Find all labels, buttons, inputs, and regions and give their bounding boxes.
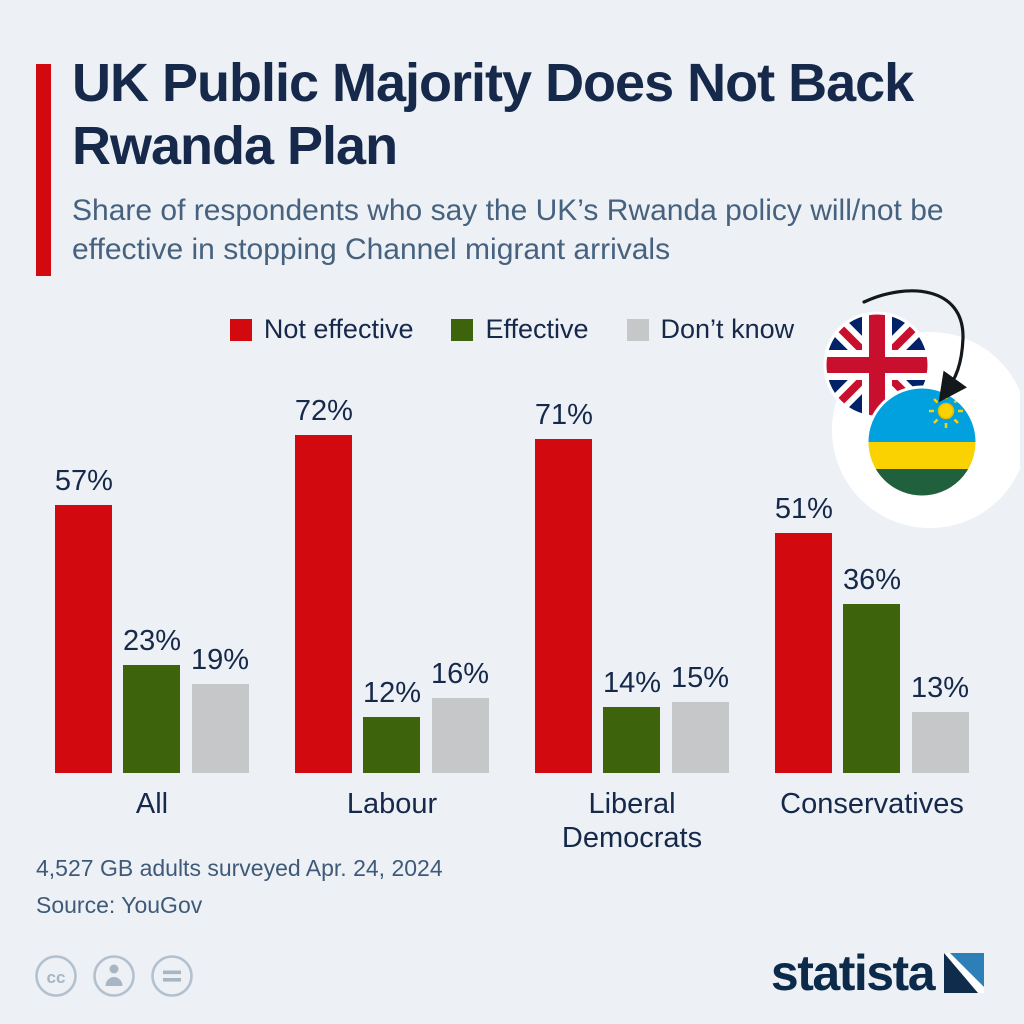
legend-label: Don’t know	[660, 314, 795, 344]
bar	[295, 435, 353, 773]
bar	[431, 698, 489, 773]
bar-cluster: 51% 36% 13%	[775, 395, 969, 773]
bar	[55, 505, 113, 773]
bar-value-label: 36%	[842, 564, 902, 596]
bar-value-label: 19%	[191, 644, 250, 676]
footer: 4,527 GB adults surveyed Apr. 24, 2024 S…	[36, 850, 443, 924]
survey-note: 4,527 GB adults surveyed Apr. 24, 2024	[36, 855, 443, 881]
bar-cluster: 71% 14% 15%	[535, 395, 729, 773]
category-label: Liberal Democrats	[561, 788, 703, 855]
bar-wrap: 12%	[363, 677, 421, 773]
license-icons: cc	[34, 954, 194, 998]
source-note: Source: YouGov	[36, 891, 203, 918]
bar-wrap: 57%	[55, 465, 113, 773]
bar-value-label: 23%	[122, 625, 182, 657]
svg-text:cc: cc	[47, 968, 66, 987]
header: UK Public Majority Does Not Back Rwanda …	[72, 52, 982, 269]
bar-wrap: 14%	[603, 667, 661, 773]
bar-value-label: 14%	[602, 667, 662, 699]
bar-value-label: 72%	[294, 395, 353, 427]
bar-wrap: 16%	[431, 658, 489, 773]
bar-value-label: 16%	[431, 658, 490, 690]
bar-value-label: 51%	[774, 493, 833, 525]
statista-wordmark: statista	[770, 945, 936, 1001]
bar-wrap: 71%	[535, 399, 593, 773]
bar-group: 51% 36% 13% Conservatives	[766, 395, 978, 865]
bar-wrap: 36%	[843, 564, 901, 773]
title-accent-bar	[36, 64, 51, 276]
bar-chart: 57% 23% 19% All 72% 12% 16% Labour 71% 14% 15% Libe…	[0, 395, 1024, 865]
bar-wrap: 19%	[191, 644, 249, 773]
bar	[191, 684, 249, 773]
bar	[535, 439, 593, 773]
legend-label: Effective	[485, 314, 589, 344]
legend-item: Not effective	[229, 314, 414, 345]
bar	[363, 717, 421, 773]
chart-legend: Not effective Effective Don’t know	[0, 314, 1024, 345]
bar-value-label: 12%	[362, 677, 422, 709]
bar-wrap: 72%	[295, 395, 353, 773]
legend-item: Don’t know	[626, 314, 795, 345]
bar-value-label: 57%	[54, 465, 113, 497]
page-title: UK Public Majority Does Not Back Rwanda …	[72, 53, 914, 176]
bar	[603, 707, 661, 773]
bar-cluster: 57% 23% 19%	[55, 395, 249, 773]
legend-swatch	[626, 318, 649, 341]
bar	[843, 604, 901, 773]
legend-label: Not effective	[263, 314, 414, 344]
page-subtitle: Share of respondents who say the UK’s Rw…	[72, 194, 944, 267]
legend-swatch	[451, 318, 474, 341]
legend-item: Effective	[451, 314, 589, 345]
bar-wrap: 15%	[671, 662, 729, 773]
bar	[671, 702, 729, 773]
bar-group: 71% 14% 15% Liberal Democrats	[526, 395, 738, 865]
bar	[775, 533, 833, 773]
statista-logo-mark	[944, 953, 984, 993]
category-label: All	[135, 788, 169, 820]
bar-group: 57% 23% 19% All	[46, 395, 258, 865]
bar-value-label: 13%	[911, 672, 970, 704]
attribution-person-icon	[93, 955, 135, 997]
equals-icon	[151, 955, 193, 997]
legend-swatch	[229, 318, 252, 341]
bar-wrap: 51%	[775, 493, 833, 773]
bar-value-label: 71%	[534, 399, 593, 431]
bar-wrap: 23%	[123, 625, 181, 773]
bar	[123, 665, 181, 773]
bar-group: 72% 12% 16% Labour	[286, 395, 498, 865]
bar-wrap: 13%	[911, 672, 969, 773]
bar-value-label: 15%	[671, 662, 730, 694]
creative-commons-icon: cc	[35, 955, 77, 997]
category-label: Labour	[346, 788, 438, 820]
category-label: Conservatives	[780, 788, 964, 820]
bar	[911, 712, 969, 773]
statista-logo: statista	[771, 944, 984, 1002]
bar-cluster: 72% 12% 16%	[295, 395, 489, 773]
